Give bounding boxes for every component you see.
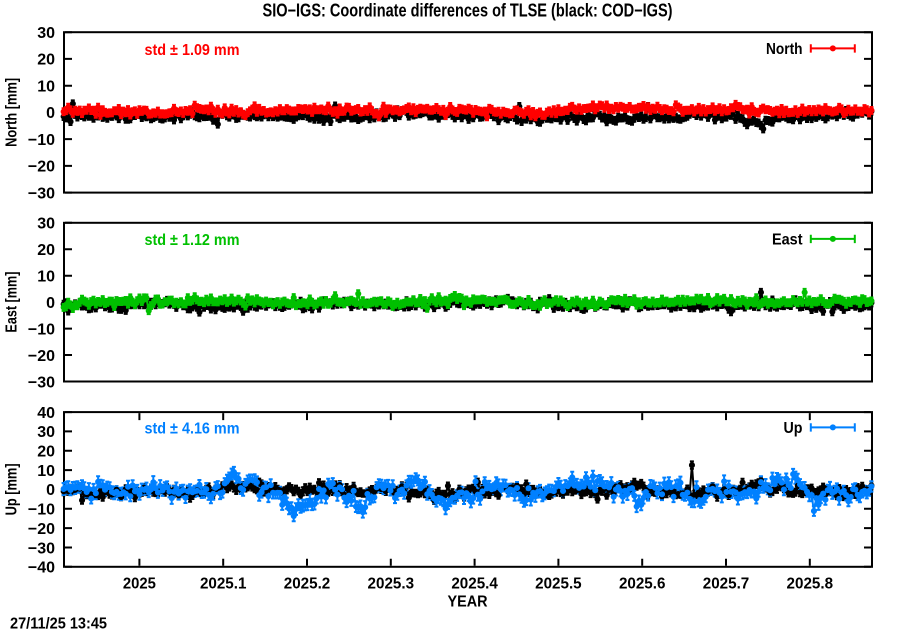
- svg-text:std ± 4.16 mm: std ± 4.16 mm: [145, 420, 240, 437]
- svg-text:40: 40: [37, 405, 55, 422]
- svg-text:10: 10: [37, 463, 55, 480]
- svg-text:YEAR: YEAR: [448, 594, 488, 611]
- svg-text:−30: −30: [28, 185, 55, 202]
- svg-text:2025.8: 2025.8: [787, 575, 834, 592]
- svg-text:2025.4: 2025.4: [451, 575, 498, 592]
- svg-text:East: East: [772, 232, 803, 249]
- svg-text:std ± 1.09 mm: std ± 1.09 mm: [145, 42, 240, 59]
- svg-text:East [mm]: East [mm]: [4, 272, 21, 333]
- svg-text:−30: −30: [28, 374, 55, 391]
- svg-text:Up [mm]: Up [mm]: [4, 463, 21, 515]
- svg-text:20: 20: [37, 444, 55, 461]
- svg-text:0: 0: [46, 105, 55, 122]
- svg-text:std ± 1.12 mm: std ± 1.12 mm: [145, 232, 240, 249]
- svg-text:−10: −10: [28, 321, 55, 338]
- svg-text:2025.6: 2025.6: [619, 575, 666, 592]
- svg-text:−20: −20: [28, 348, 55, 365]
- svg-text:−30: −30: [28, 540, 55, 557]
- svg-text:−40: −40: [28, 560, 55, 577]
- svg-text:2025: 2025: [123, 575, 156, 592]
- svg-text:−10: −10: [28, 132, 55, 149]
- svg-text:0: 0: [46, 482, 55, 499]
- svg-text:2025.7: 2025.7: [703, 575, 750, 592]
- svg-text:SIO−IGS: Coordinate difference: SIO−IGS: Coordinate differences of TLSE …: [263, 0, 673, 20]
- svg-text:−20: −20: [28, 521, 55, 538]
- svg-text:20: 20: [37, 242, 55, 259]
- svg-text:−20: −20: [28, 159, 55, 176]
- svg-text:10: 10: [37, 269, 55, 286]
- svg-text:0: 0: [46, 295, 55, 312]
- svg-text:2025.5: 2025.5: [535, 575, 582, 592]
- svg-text:North: North: [766, 41, 803, 58]
- svg-text:Up: Up: [784, 420, 803, 437]
- svg-text:2025.3: 2025.3: [368, 575, 415, 592]
- svg-text:10: 10: [37, 79, 55, 96]
- svg-text:2025.1: 2025.1: [200, 575, 247, 592]
- svg-text:27/11/25 13:45: 27/11/25 13:45: [10, 615, 107, 630]
- svg-text:20: 20: [37, 52, 55, 69]
- svg-text:2025.2: 2025.2: [284, 575, 331, 592]
- svg-text:North [mm]: North [mm]: [4, 78, 21, 147]
- svg-text:30: 30: [37, 424, 55, 441]
- svg-text:30: 30: [37, 216, 55, 233]
- svg-text:30: 30: [37, 25, 55, 42]
- svg-text:−10: −10: [28, 502, 55, 519]
